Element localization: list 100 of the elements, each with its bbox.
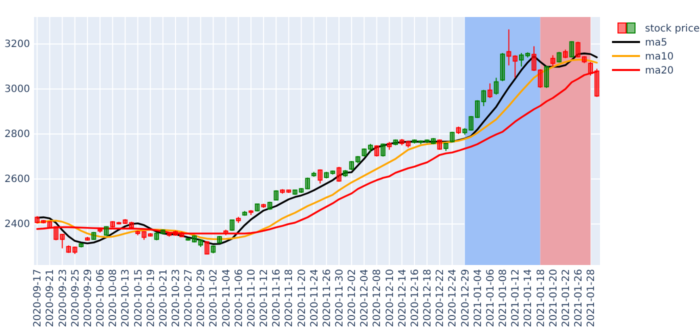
x-tick-label: 2020-12-10 xyxy=(384,269,396,328)
candlestick xyxy=(550,54,556,68)
candlestick xyxy=(362,148,367,158)
candlestick xyxy=(481,89,486,107)
candlestick xyxy=(412,138,417,144)
candlestick xyxy=(311,171,316,178)
x-tick-label: 2020-12-18 xyxy=(422,269,434,328)
candlestick xyxy=(400,138,404,146)
y-tick-label: 2400 xyxy=(4,219,30,230)
x-tick-label: 2020-09-29 xyxy=(82,269,94,328)
candlestick xyxy=(204,240,210,255)
y-tick-label: 3200 xyxy=(4,39,30,50)
candlestick xyxy=(355,156,360,164)
candlestick xyxy=(298,188,304,194)
candlestick xyxy=(324,171,329,179)
candlestick xyxy=(380,142,386,158)
x-tick-label: 2021-01-22 xyxy=(560,269,572,328)
candlestick xyxy=(386,141,392,150)
candlestick xyxy=(444,142,448,152)
candlestick xyxy=(248,210,254,216)
x-tick-label: 2020-12-24 xyxy=(448,269,459,328)
candlestick xyxy=(556,51,562,63)
candlestick xyxy=(474,100,480,119)
candlestick xyxy=(60,233,65,249)
legend-label: ma20 xyxy=(645,66,674,76)
candlestick xyxy=(129,221,134,230)
candlestick xyxy=(430,138,436,145)
candlestick xyxy=(532,46,536,72)
x-tick-label: 2020-11-24 xyxy=(309,269,320,328)
candlestick xyxy=(525,52,530,58)
candlestick xyxy=(456,126,461,135)
candlestick xyxy=(110,220,115,228)
x-tick-label: 2020-10-06 xyxy=(96,269,107,328)
candlestick xyxy=(519,52,524,68)
candlestick xyxy=(336,166,342,182)
candlestick xyxy=(198,238,204,248)
x-tick-label: 2020-11-04 xyxy=(221,269,232,328)
candlestick xyxy=(91,231,96,240)
x-tick-label: 2020-11-10 xyxy=(246,269,258,328)
x-tick-label: 2021-01-28 xyxy=(586,269,598,328)
candlestick xyxy=(72,246,78,254)
candlestick xyxy=(393,138,398,146)
x-tick-label: 2021-01-12 xyxy=(510,269,522,328)
candlestick xyxy=(494,77,499,96)
candlestick xyxy=(116,221,122,225)
x-tick-label: 2020-10-15 xyxy=(133,269,144,328)
candlestick xyxy=(488,82,492,99)
x-tick-label: 2020-10-08 xyxy=(108,269,120,328)
candlestick xyxy=(563,49,568,59)
y-tick-label: 2600 xyxy=(4,174,30,186)
x-tick-label: 2021-01-06 xyxy=(485,269,496,328)
x-tick-label: 2021-01-04 xyxy=(472,269,484,328)
candlestick xyxy=(104,226,109,236)
candlestick xyxy=(280,188,285,194)
legend-label: ma10 xyxy=(645,52,674,62)
candlestick xyxy=(292,189,298,196)
x-tick-label: 2021-01-14 xyxy=(523,269,534,328)
x-tick-label: 2020-11-18 xyxy=(284,269,296,328)
y-tick-label: 3000 xyxy=(4,84,30,96)
x-tick-label: 2020-10-13 xyxy=(120,269,132,328)
candlestick xyxy=(148,232,153,238)
x-tick-label: 2020-10-29 xyxy=(196,269,208,328)
candlestick xyxy=(462,128,468,136)
candlestick xyxy=(41,219,46,224)
candlestick xyxy=(236,216,241,224)
x-tick-label: 2021-01-18 xyxy=(536,269,547,328)
candlestick xyxy=(342,170,348,178)
x-tick-label: 2020-12-14 xyxy=(397,269,408,328)
x-tick-label: 2021-01-08 xyxy=(498,269,510,328)
legend-label: ma5 xyxy=(645,38,668,48)
x-tick-label: 2020-10-27 xyxy=(184,269,195,328)
y-tick-label: 2800 xyxy=(4,129,30,140)
x-tick-label: 2020-12-16 xyxy=(410,269,421,328)
candlestick xyxy=(318,168,323,184)
x-tick-label: 2020-10-19 xyxy=(146,269,157,328)
candlestick xyxy=(154,232,160,241)
candlestick xyxy=(450,131,455,143)
candlestick xyxy=(424,138,430,144)
x-tick-label: 2020-11-02 xyxy=(208,269,220,328)
candlestick xyxy=(85,236,90,242)
candlestick xyxy=(122,218,128,225)
candlestick xyxy=(544,65,549,88)
x-tick-label: 2020-11-20 xyxy=(296,269,308,328)
x-tick-label: 2020-09-25 xyxy=(70,269,82,328)
x-tick-label: 2021-01-20 xyxy=(548,269,560,328)
candlestick xyxy=(374,144,380,158)
x-tick-label: 2020-09-17 xyxy=(32,269,44,328)
candlestick xyxy=(230,219,234,232)
candlestick xyxy=(512,54,518,78)
x-tick-label: 2020-11-12 xyxy=(259,269,270,328)
candlestick xyxy=(506,28,512,66)
candlestick xyxy=(349,160,354,171)
candlestick xyxy=(576,41,580,58)
candlestick xyxy=(330,170,336,176)
x-tick-label: 2020-11-26 xyxy=(322,269,333,328)
x-tick-label: 2020-12-29 xyxy=(460,269,472,328)
candlestick xyxy=(582,56,587,64)
x-tick-label: 2020-12-02 xyxy=(347,269,358,328)
candlestick xyxy=(192,234,197,243)
x-tick-label: 2020-12-04 xyxy=(360,269,371,328)
